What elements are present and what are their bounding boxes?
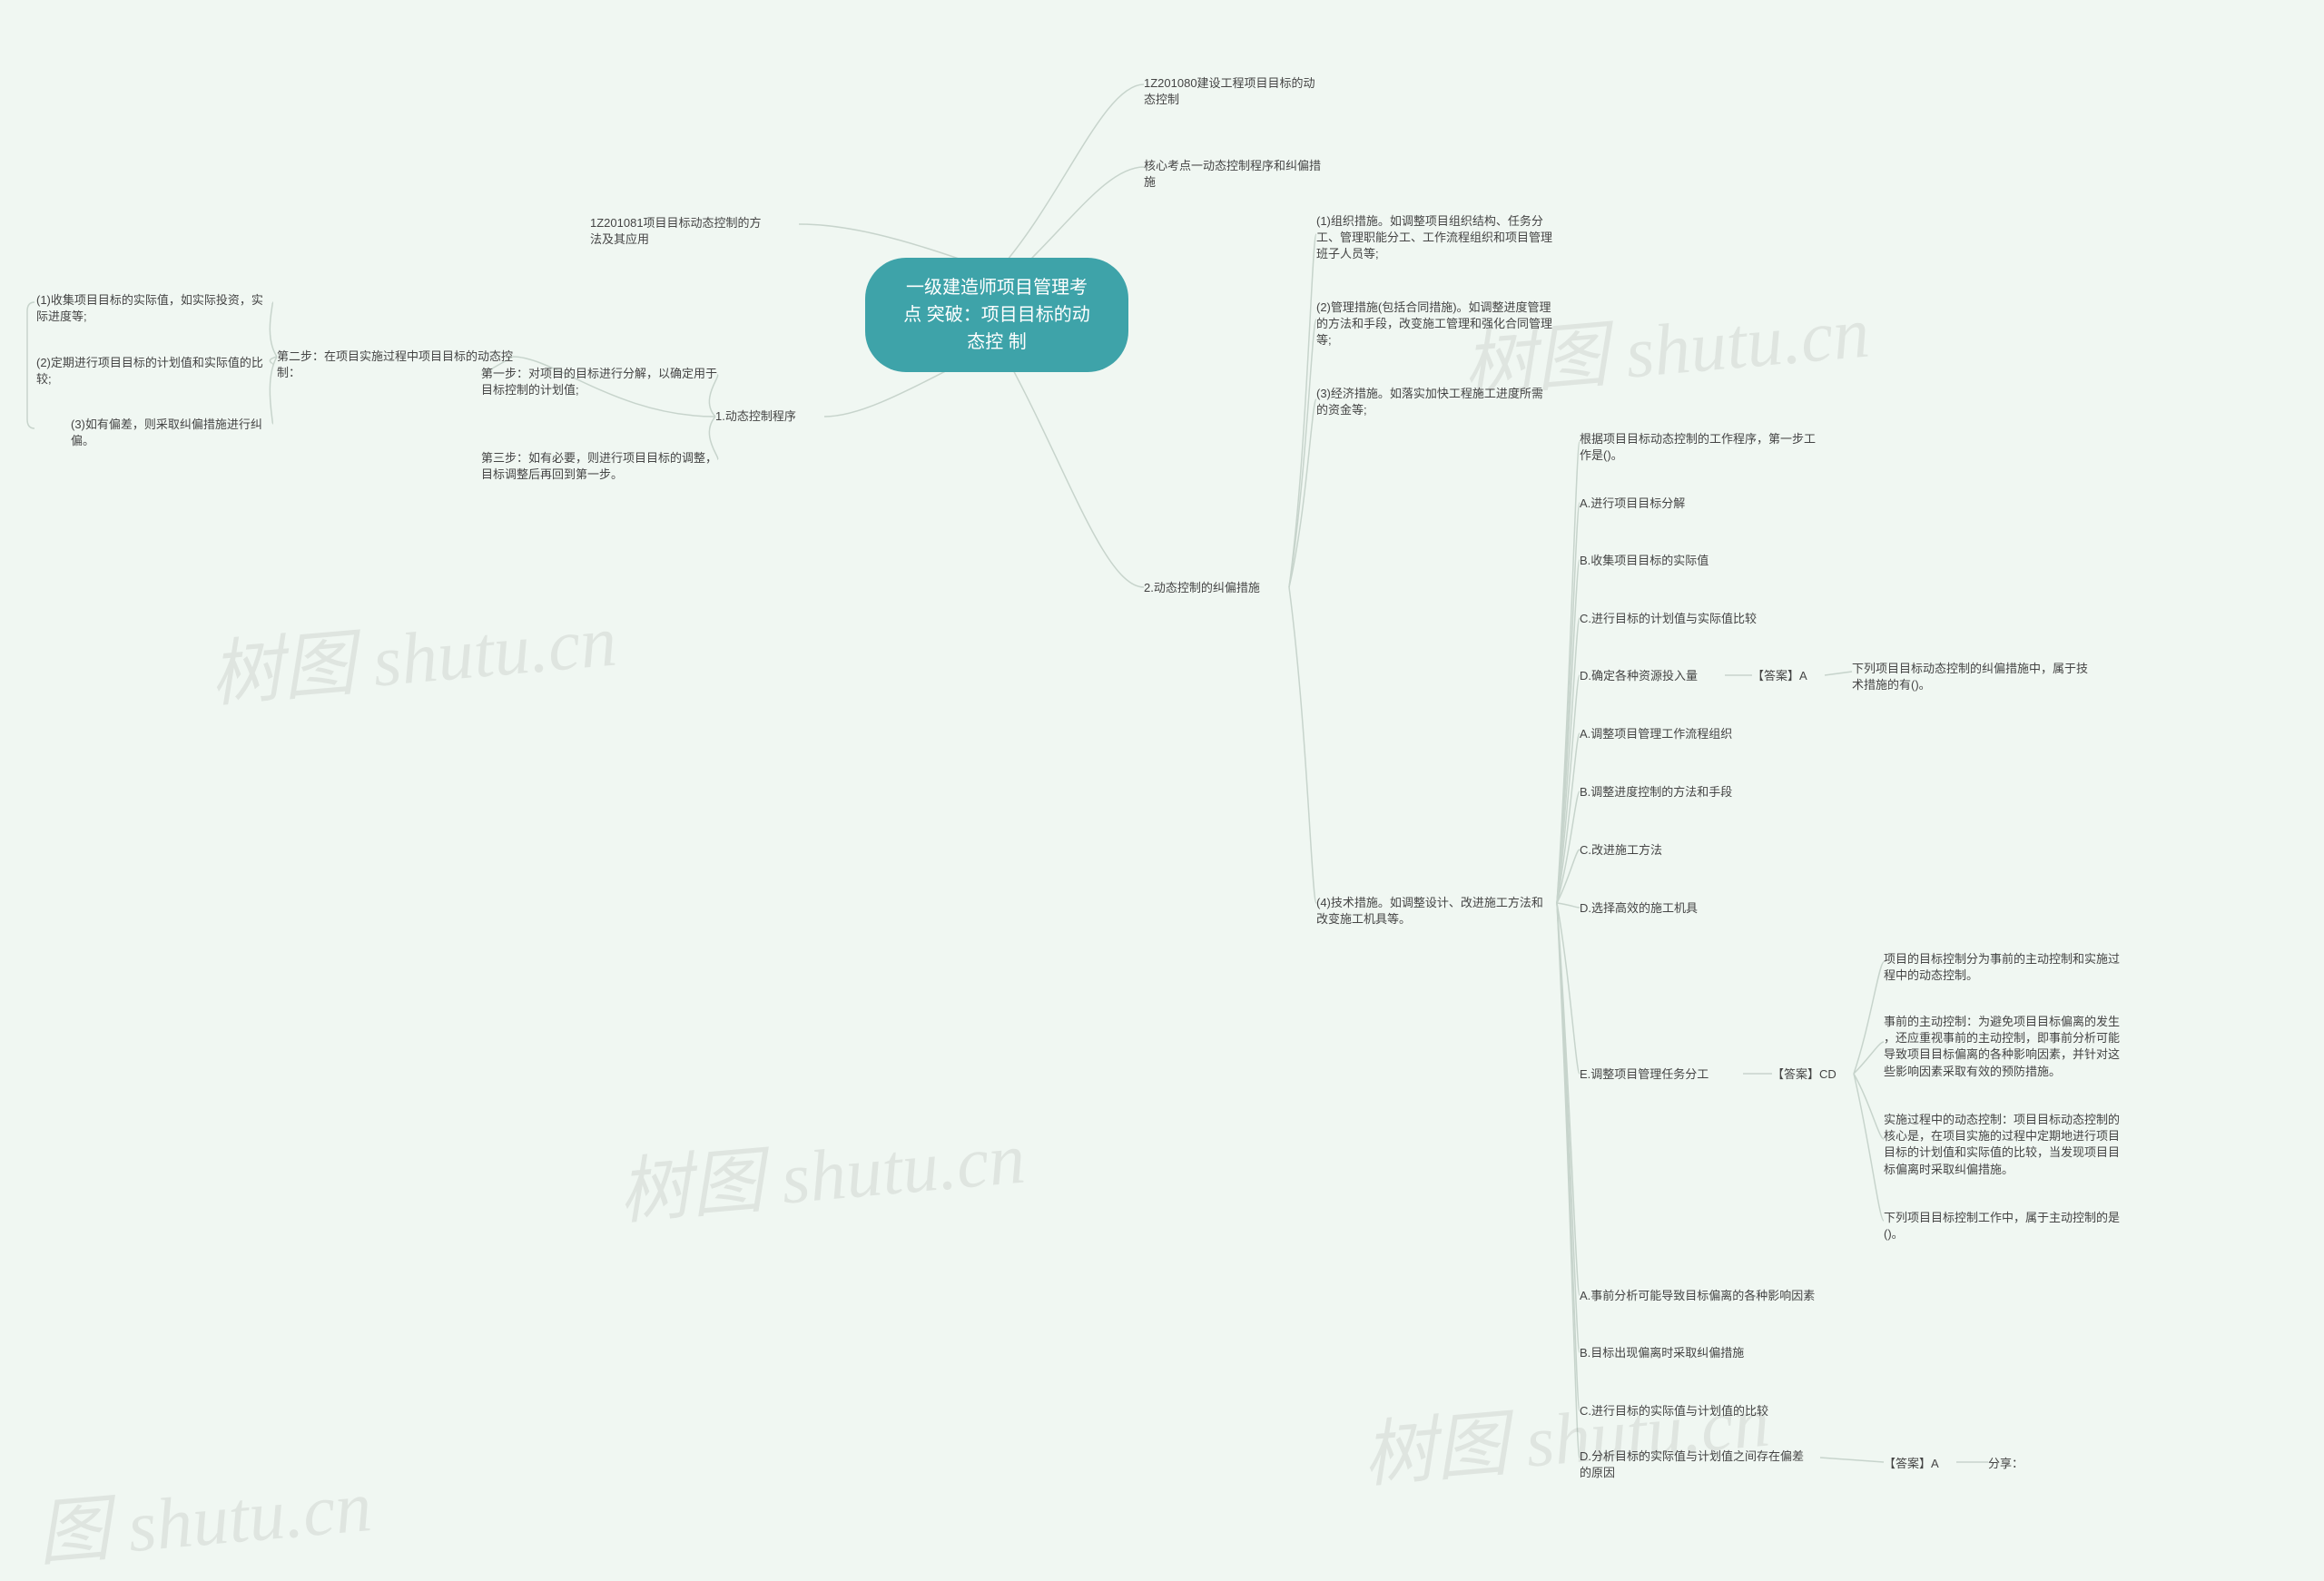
node-r3b: (2)管理措施(包括合同措施)。如调整进度管理 的方法和手段，改变施工管理和强化… xyxy=(1316,300,1557,349)
node-r3d5_ans: 【答案】A xyxy=(1752,668,1825,684)
watermark: 树图 shutu.cn xyxy=(614,1099,1029,1240)
node-l2b3: (3)如有偏差，则采取纠偏措施进行纠偏。 xyxy=(71,417,280,449)
node-r3d3: B.收集项目目标的实际值 xyxy=(1580,553,1761,569)
node-r3d5_sub: 下列项目目标动态控制的纠偏措施中，属于技 术措施的有()。 xyxy=(1852,661,2093,693)
node-r3d14_ans: 【答案】A xyxy=(1884,1456,1956,1472)
node-r3d1: 根据项目目标动态控制的工作程序，第一步工 作是()。 xyxy=(1580,431,1820,464)
node-l2b1: (1)收集项目目标的实际值，如实际投资，实 际进度等; xyxy=(36,292,272,325)
node-r3d9: D.选择高效的施工机具 xyxy=(1580,900,1734,917)
node-r3d10_d: 下列项目目标控制工作中，属于主动控制的是 ()。 xyxy=(1884,1210,2124,1242)
center-node: 一级建造师项目管理考点 突破：项目目标的动态控 制 xyxy=(865,258,1128,372)
node-r3d10_c: 实施过程中的动态控制：项目目标动态控制的 核心是，在项目实施的过程中定期地进行项… xyxy=(1884,1112,2124,1178)
node-r3d11: A.事前分析可能导致目标偏离的各种影响因素 xyxy=(1580,1288,1834,1304)
node-r3d13: C.进行目标的实际值与计划值的比较 xyxy=(1580,1403,1807,1419)
node-l2b2: (2)定期进行项目目标的计划值和实际值的比 较; xyxy=(36,355,272,388)
node-r3d10_b: 事前的主动控制：为避免项目目标偏离的发生 ，还应重视事前的主动控制，即事前分析可… xyxy=(1884,1014,2124,1080)
node-r1: 1Z201080建设工程项目目标的动 态控制 xyxy=(1144,75,1353,108)
node-r3d14: D.分析目标的实际值与计划值之间存在偏差 的原因 xyxy=(1580,1448,1820,1481)
node-r3: 2.动态控制的纠偏措施 xyxy=(1144,580,1289,596)
node-r3d10_a: 项目的目标控制分为事前的主动控制和实施过 程中的动态控制。 xyxy=(1884,951,2124,984)
node-l1: 1Z201081项目目标动态控制的方 法及其应用 xyxy=(590,215,799,248)
node-l2c: 第三步：如有必要，则进行项目目标的调整， 目标调整后再回到第一步。 xyxy=(481,450,717,483)
node-r3d: (4)技术措施。如调整设计、改进施工方法和 改变施工机具等。 xyxy=(1316,895,1557,928)
node-r3d5: D.确定各种资源投入量 xyxy=(1580,668,1725,684)
node-l2: 1.动态控制程序 xyxy=(715,408,824,425)
node-r3d4: C.进行目标的计划值与实际值比较 xyxy=(1580,611,1788,627)
node-r3d7: B.调整进度控制的方法和手段 xyxy=(1580,784,1770,800)
node-r3d10: E.调整项目管理任务分工 xyxy=(1580,1066,1743,1083)
watermark: 树图 shutu.cn xyxy=(205,582,620,722)
node-r3d8: C.改进施工方法 xyxy=(1580,842,1698,859)
node-r3d12: B.目标出现偏离时采取纠偏措施 xyxy=(1580,1345,1788,1361)
watermark: 图 shutu.cn xyxy=(33,1447,376,1581)
node-r3d2: A.进行项目目标分解 xyxy=(1580,496,1761,512)
node-r3d6: A.调整项目管理工作流程组织 xyxy=(1580,726,1770,742)
edges-layer xyxy=(0,0,2324,1469)
node-l2b: 第二步：在项目实施过程中项目目标的动态控 制： xyxy=(277,349,513,381)
node-r3d10_ans: 【答案】CD xyxy=(1772,1066,1854,1083)
node-r2: 核心考点一动态控制程序和纠偏措 施 xyxy=(1144,158,1353,191)
node-l2a: 第一步：对项目的目标进行分解，以确定用于 目标控制的计划值; xyxy=(481,366,717,398)
node-r3c: (3)经济措施。如落实加快工程施工进度所需 的资金等; xyxy=(1316,386,1557,418)
node-r3d14_share: 分享： xyxy=(1988,1456,2043,1472)
node-r3a: (1)组织措施。如调整项目组织结构、任务分 工、管理职能分工、工作流程组织和项目… xyxy=(1316,213,1557,263)
